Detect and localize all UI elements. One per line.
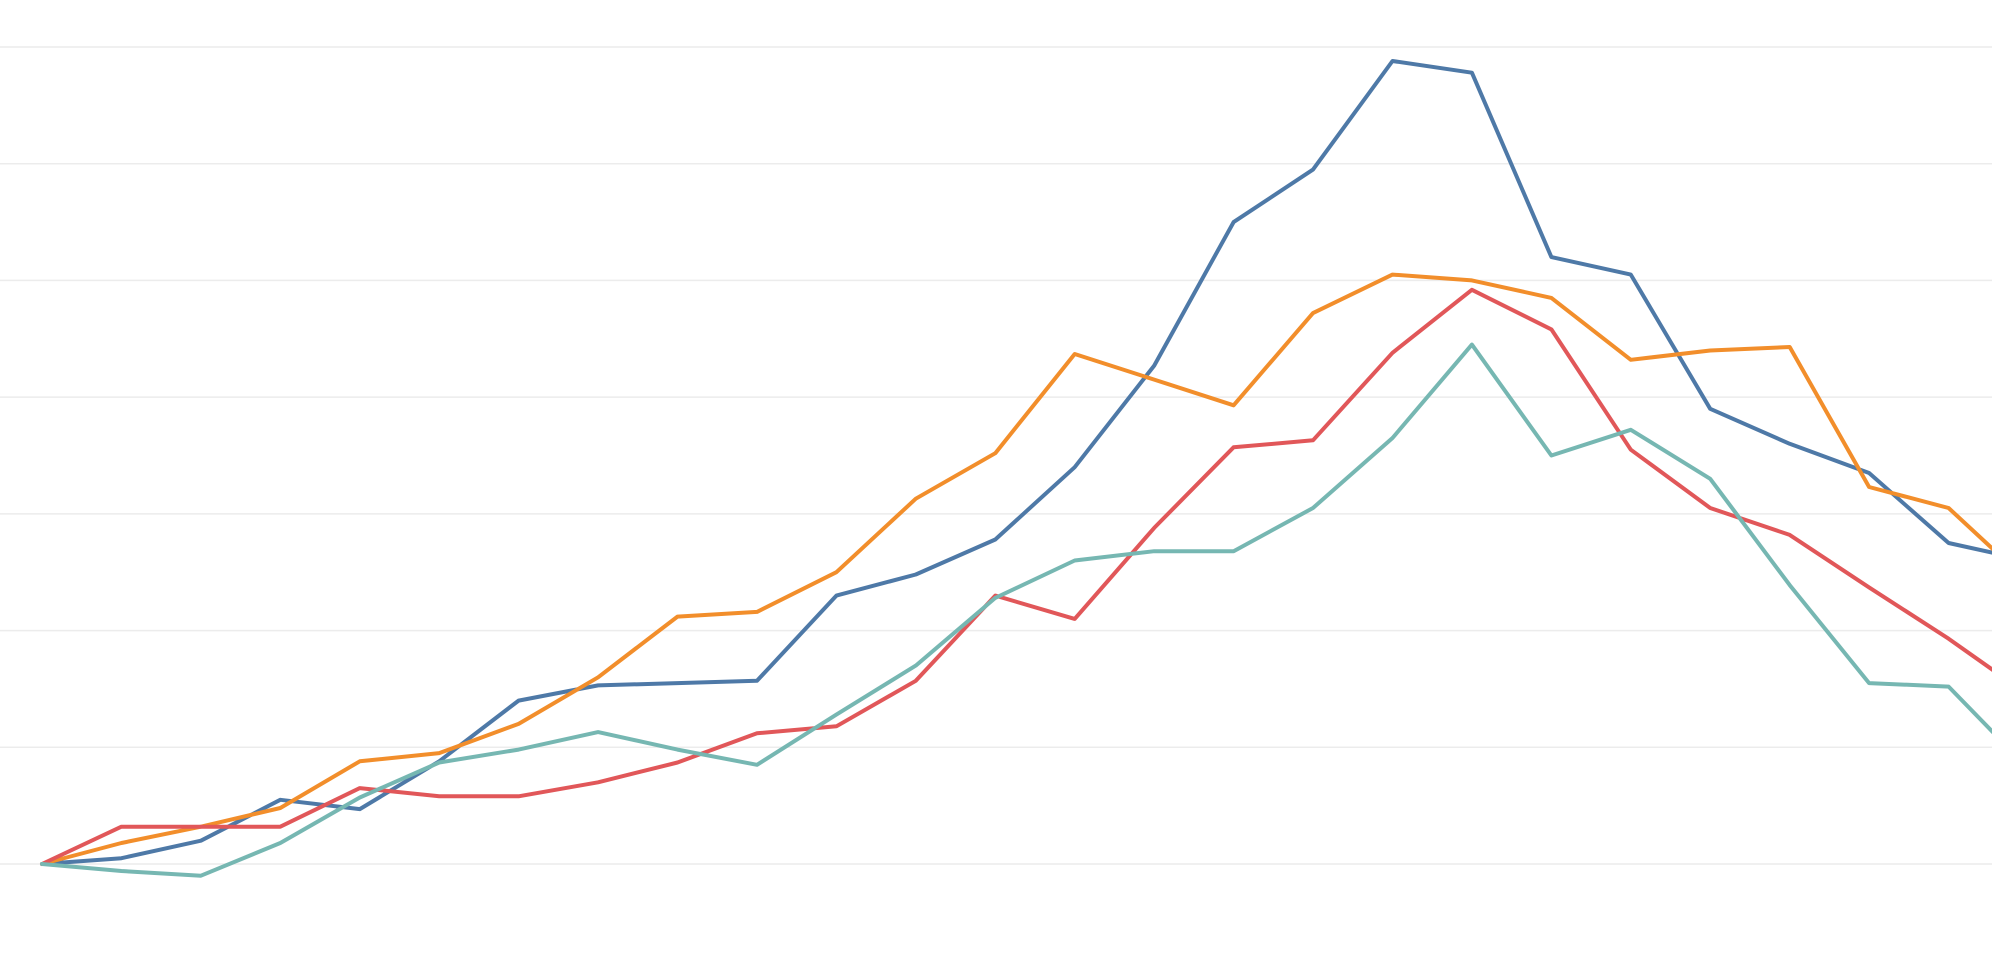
plot-area [40,59,1992,878]
series-line-3 [40,287,1992,866]
series-line-2 [40,272,1992,866]
series-line-1 [40,59,1992,866]
series-line-4 [40,342,1992,878]
grid [0,46,1992,865]
